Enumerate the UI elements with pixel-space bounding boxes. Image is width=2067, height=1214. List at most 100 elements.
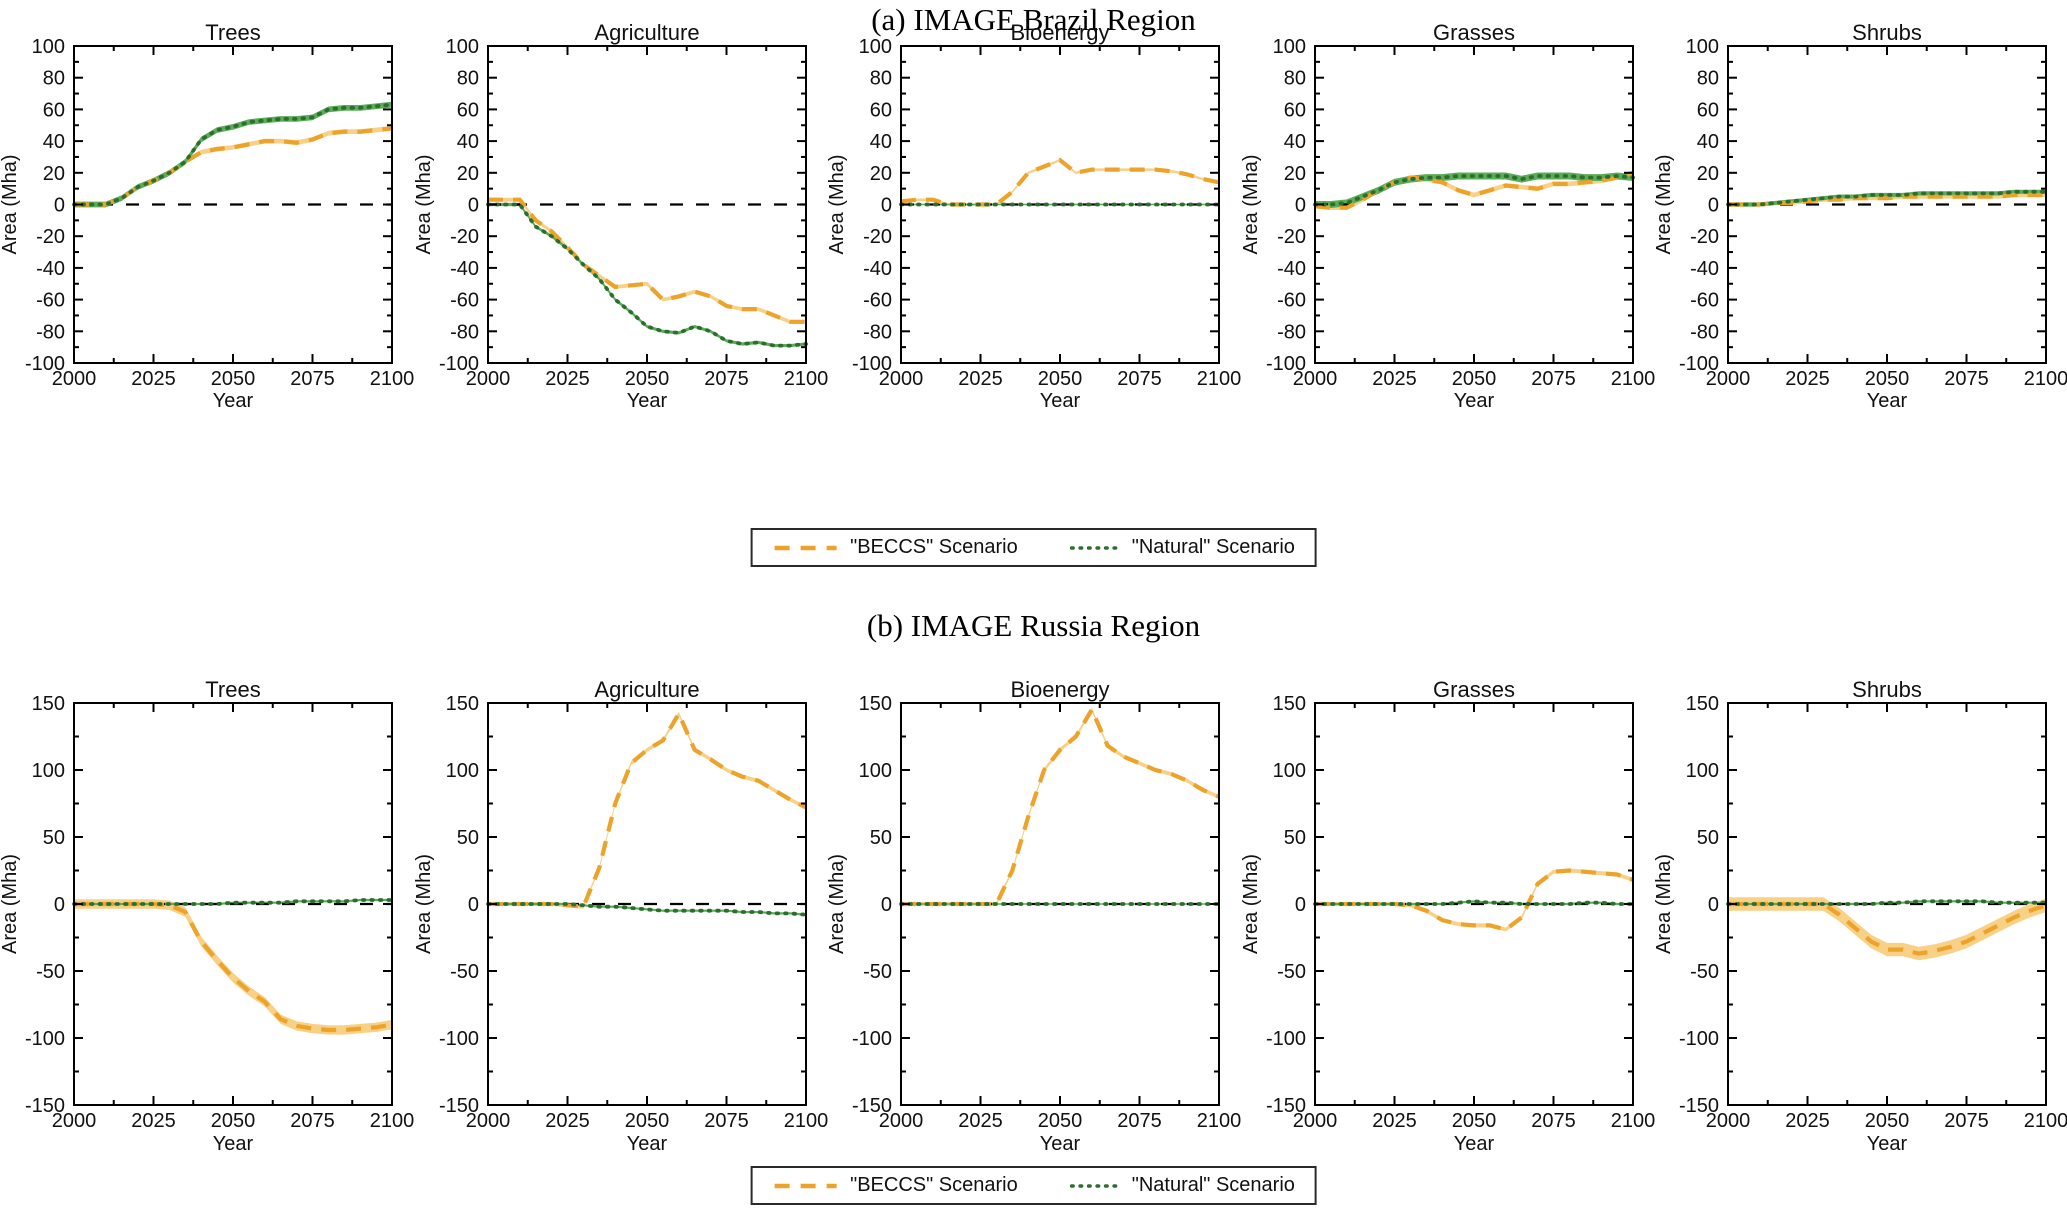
uncertainty-bands [901, 158, 1219, 206]
subplot-a-bioenergy: Bioenergy -100 -80 -60 -40 -20 0 20 40 60 80 100 200… [826, 20, 1241, 412]
beccs-line [487, 709, 807, 909]
y-axis-label: Area (Mha) [826, 154, 848, 254]
y-tick-label: 80 [1697, 68, 1719, 90]
subplot-a-trees: Trees -100 -80 -60 -40 -20 0 20 40 60 80 100 2000 202… [0, 20, 414, 412]
beccs-band [901, 707, 1219, 906]
y-tick-label: -100 [852, 353, 892, 375]
x-tick-label: 2100 [2024, 1110, 2067, 1132]
x-tick-label: 2100 [370, 368, 415, 390]
x-tick-label: 2100 [783, 368, 828, 390]
axes: -150 -100 -50 0 50 100 150 2000 2025 2050 2075 2100 [438, 693, 827, 1132]
x-tick-label: 2100 [2024, 368, 2067, 390]
y-tick-label: -50 [1277, 961, 1306, 983]
y-tick-label: 0 [1294, 894, 1305, 916]
y-tick-label: 150 [1272, 693, 1305, 715]
y-tick-label: -60 [863, 290, 892, 312]
y-tick-label: 50 [1283, 827, 1305, 849]
beccs-band [1314, 868, 1633, 932]
beccs-band [487, 197, 806, 324]
uncertainty-bands [487, 711, 806, 916]
x-tick-label: 2075 [290, 1110, 335, 1132]
x-tick-label: 2075 [1117, 368, 1162, 390]
y-tick-label: 50 [870, 827, 892, 849]
y-tick-label: 100 [859, 36, 892, 58]
y-tick-label: 100 [445, 760, 478, 782]
y-tick-label: -100 [25, 353, 65, 375]
beccs-line [74, 126, 393, 207]
y-tick-label: -60 [1277, 290, 1306, 312]
y-tick-label: -20 [863, 226, 892, 248]
y-tick-label: 0 [881, 195, 892, 217]
panel-title: Shrubs [1852, 677, 1922, 702]
x-tick-label: 2000 [1706, 368, 1751, 390]
subplot-b-agriculture: Agriculture -150 -100 -50 0 50 100 150 2000 2025 2… [413, 677, 828, 1155]
y-tick-label: 150 [859, 693, 892, 715]
x-tick-label: 2050 [1038, 1110, 1083, 1132]
x-tick-label: 2075 [1117, 1110, 1162, 1132]
axes: -150 -100 -50 0 50 100 150 2000 2025 2050 2075 2100 [1679, 693, 2067, 1132]
x-tick-label: 2075 [1944, 1110, 1989, 1132]
y-tick-label: -150 [1265, 1095, 1305, 1117]
y-tick-label: -100 [25, 1028, 65, 1050]
y-axis-label: Area (Mha) [0, 154, 21, 254]
natural-line [1312, 899, 1635, 906]
y-tick-label: 40 [456, 131, 478, 153]
natural-band [487, 902, 806, 916]
x-axis-label: Year [1040, 1133, 1081, 1155]
y-tick-label: -50 [863, 961, 892, 983]
y-tick-label: -100 [438, 1028, 478, 1050]
y-tick-label: 100 [859, 760, 892, 782]
y-tick-label: -150 [1679, 1095, 1719, 1117]
x-tick-label: 2000 [52, 368, 97, 390]
y-axis-label: Area (Mha) [1653, 154, 1675, 254]
y-tick-label: 0 [881, 894, 892, 916]
legend-item-natural: "Natural" Scenario [1069, 536, 1295, 559]
series-lines [1726, 189, 2048, 207]
axes: -100 -80 -60 -40 -20 0 20 40 60 80 100 2000 2025 2050… [438, 36, 827, 390]
y-axis-label: Area (Mha) [413, 854, 435, 954]
natural-band [487, 202, 806, 348]
axes: -100 -80 -60 -40 -20 0 20 40 60 80 100 2000 2025 2050… [25, 36, 414, 390]
y-tick-label: 150 [32, 693, 65, 715]
x-axis-label: Year [1867, 390, 1908, 412]
y-tick-label: 60 [1283, 99, 1305, 121]
uncertainty-bands [74, 101, 392, 208]
y-tick-label: -100 [852, 1028, 892, 1050]
y-tick-label: 80 [1283, 68, 1305, 90]
x-tick-label: 2050 [211, 1110, 256, 1132]
legend-label-natural: "Natural" Scenario [1131, 1174, 1295, 1196]
section-a-title: (a) IMAGE Brazil Region [871, 2, 1196, 37]
y-tick-label: 0 [467, 894, 478, 916]
x-axis-label: Year [213, 1133, 254, 1155]
panel-title: Bioenergy [1010, 20, 1109, 45]
y-tick-label: -80 [450, 321, 479, 343]
uncertainty-bands [1728, 897, 2046, 961]
beccs-line [901, 705, 1220, 907]
x-tick-label: 2075 [704, 1110, 749, 1132]
y-tick-label: -50 [1690, 961, 1719, 983]
y-tick-label: 100 [1272, 760, 1305, 782]
x-tick-label: 2050 [1865, 1110, 1910, 1132]
y-tick-label: -50 [36, 961, 65, 983]
x-tick-label: 2000 [1292, 368, 1337, 390]
y-tick-label: -80 [1277, 321, 1306, 343]
natural-line [485, 202, 808, 348]
series-lines [485, 709, 808, 917]
y-tick-label: 0 [54, 195, 65, 217]
subplot-a-agriculture: Agriculture -100 -80 -60 -40 -20 0 20 40 60 80 100 2… [413, 20, 828, 412]
legend-item-natural: "Natural" Scenario [1069, 1174, 1295, 1197]
y-tick-label: -150 [25, 1095, 65, 1117]
y-tick-label: -150 [438, 1095, 478, 1117]
x-axis-label: Year [626, 390, 667, 412]
natural-line [1312, 174, 1635, 207]
x-tick-label: 2075 [290, 368, 335, 390]
axes: -100 -80 -60 -40 -20 0 20 40 60 80 100 2000 2025 2050… [852, 36, 1241, 390]
x-tick-label: 2100 [783, 1110, 828, 1132]
x-tick-label: 2075 [1531, 1110, 1576, 1132]
y-tick-label: 80 [870, 68, 892, 90]
x-tick-label: 2050 [624, 1110, 669, 1132]
x-tick-label: 2025 [1372, 1110, 1417, 1132]
beccs-line [74, 901, 393, 1033]
y-tick-label: -20 [1277, 226, 1306, 248]
